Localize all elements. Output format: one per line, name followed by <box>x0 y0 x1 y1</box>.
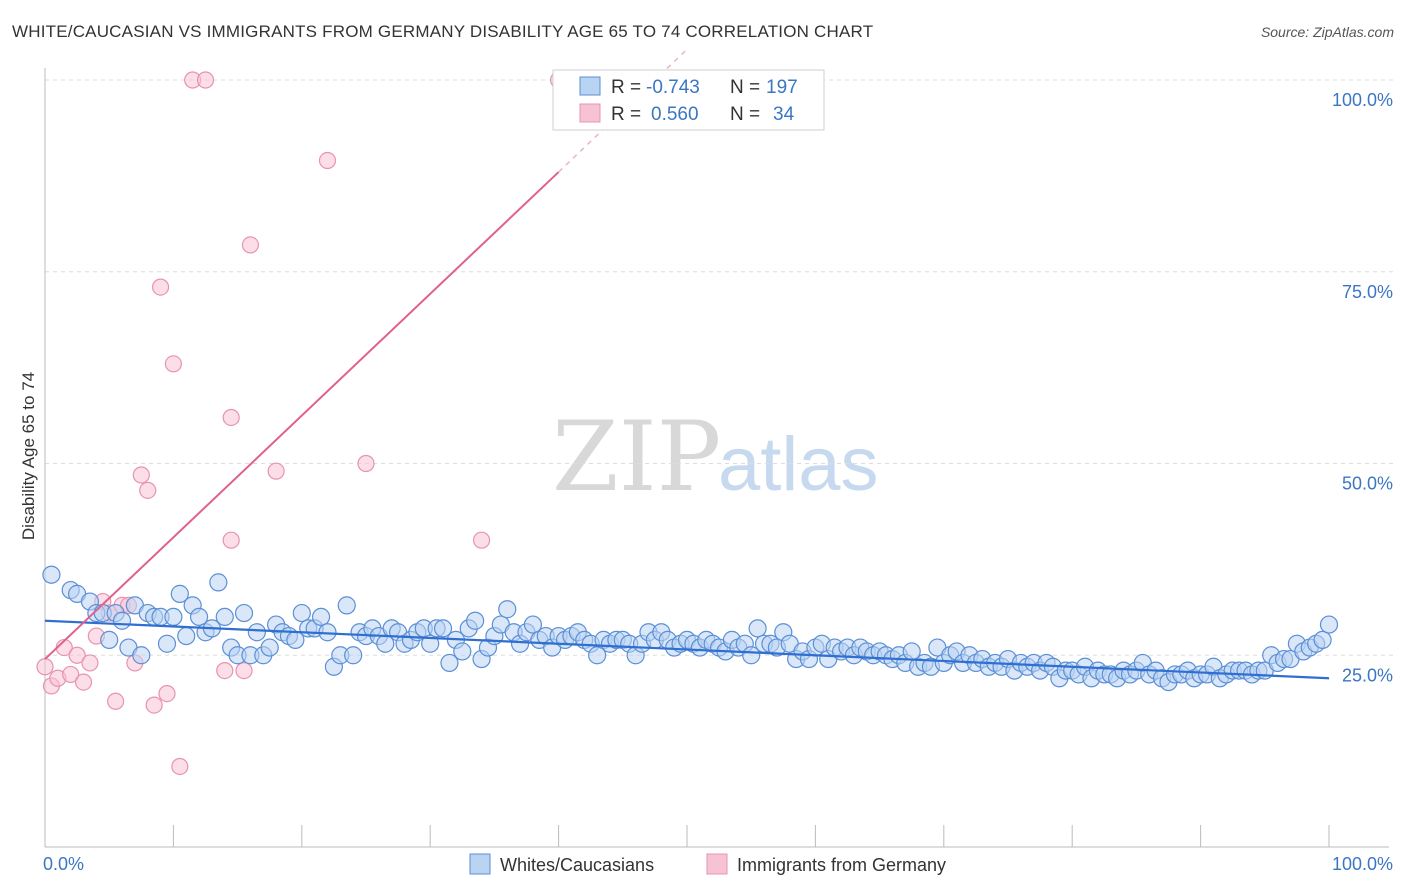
legend-swatch-blue <box>579 76 601 96</box>
pink-point-19 <box>158 684 176 703</box>
pink-point-18 <box>151 278 170 296</box>
pink-point-29 <box>267 462 285 480</box>
source-label: Source: ZipAtlas.com <box>1260 24 1394 40</box>
pink-point-6 <box>74 673 93 691</box>
series-immigrants-points <box>36 71 568 776</box>
legend-n-label-2: N = <box>730 104 760 125</box>
y-tick-label-75: 75.0% <box>1342 282 1393 302</box>
bottom-legend-swatch-pink <box>706 853 728 875</box>
blue-point-17 <box>170 584 189 603</box>
pink-point-7 <box>81 654 99 672</box>
blue-point-36 <box>292 603 311 623</box>
x-tick-label-max: 100.0% <box>1332 854 1393 874</box>
legend-r-value-2: 0.560 <box>651 104 699 125</box>
pink-point-32 <box>472 531 491 549</box>
y-tick-label-100: 100.0% <box>1332 90 1393 110</box>
pink-point-11 <box>107 692 125 710</box>
y-tick-label-50: 50.0% <box>1342 474 1393 494</box>
blue-point-61 <box>453 642 472 661</box>
bottom-legend-label-immigrants: Immigrants from Germany <box>737 855 946 875</box>
blue-point-31 <box>260 638 279 657</box>
chart-title: WHITE/CAUCASIAN VS IMMIGRANTS FROM GERMA… <box>12 22 874 41</box>
blue-point-11 <box>132 646 151 665</box>
blue-point-56 <box>421 634 440 653</box>
pink-point-26 <box>222 531 240 549</box>
blue-point-23 <box>209 573 228 592</box>
trend-line-immigrants <box>44 171 560 660</box>
blue-point-72 <box>523 615 543 634</box>
blue-point-196 <box>1319 615 1339 634</box>
trend-lines <box>44 48 1330 680</box>
legend-swatch-pink <box>579 103 601 123</box>
axes <box>44 68 1389 848</box>
blue-point-29 <box>247 623 266 642</box>
blue-point-39 <box>311 607 331 627</box>
trend-line-whites <box>44 619 1330 680</box>
tick-labels: 25.0% 50.0% 75.0% 100.0% 0.0% 100.0% <box>43 90 1393 874</box>
blue-point-59 <box>440 653 459 673</box>
pink-point-15 <box>132 466 150 484</box>
series-legend: Whites/Caucasians Immigrants from German… <box>469 853 946 875</box>
bottom-legend-swatch-blue <box>469 853 491 875</box>
blue-point-43 <box>337 596 356 615</box>
pink-point-20 <box>164 355 182 373</box>
blue-point-18 <box>177 626 196 646</box>
gridlines <box>45 79 1393 656</box>
correlation-legend: R = -0.743 N = 197 R = 0.560 N = 34 <box>552 69 825 131</box>
blue-point-15 <box>157 634 177 653</box>
blue-point-106 <box>742 646 761 665</box>
legend-r-label-1: R = <box>611 77 641 98</box>
bottom-legend-label-whites: Whites/Caucasians <box>500 855 654 875</box>
blue-point-6 <box>100 630 119 650</box>
blue-point-68 <box>498 600 517 619</box>
blue-point-24 <box>215 607 234 627</box>
blue-point-82 <box>588 646 607 665</box>
pink-point-0 <box>36 658 54 676</box>
y-axis-label: Disability Age 65 to 74 <box>19 372 38 540</box>
pink-point-27 <box>235 661 253 680</box>
blue-point-63 <box>466 611 485 630</box>
blue-point-0 <box>42 565 61 584</box>
pink-point-31 <box>357 454 375 473</box>
x-tick-label-min: 0.0% <box>43 854 84 874</box>
pink-point-25 <box>222 408 240 427</box>
pink-point-21 <box>171 757 189 776</box>
pink-point-30 <box>318 151 337 170</box>
watermark-atlas: atlas <box>718 422 879 507</box>
blue-point-27 <box>234 603 254 623</box>
legend-n-value-1: 197 <box>766 77 798 98</box>
blue-point-20 <box>189 607 209 627</box>
blue-point-8 <box>112 611 132 630</box>
pink-point-28 <box>241 236 260 254</box>
watermark-zip: ZIP <box>552 401 721 513</box>
blue-point-107 <box>748 619 767 638</box>
pink-point-23 <box>196 71 215 89</box>
pink-point-5 <box>68 646 86 664</box>
legend-n-value-2: 34 <box>773 104 795 125</box>
pink-point-24 <box>216 661 234 680</box>
blue-point-44 <box>344 646 363 665</box>
legend-r-label-2: R = <box>611 104 641 125</box>
y-tick-label-25: 25.0% <box>1342 665 1393 685</box>
blue-point-195 <box>1313 630 1332 650</box>
legend-r-value-1: -0.743 <box>646 77 700 98</box>
pink-point-17 <box>145 696 163 714</box>
pink-point-16 <box>139 481 157 499</box>
blue-point-58 <box>433 619 453 638</box>
pink-point-4 <box>62 665 80 684</box>
legend-n-label-1: N = <box>730 77 760 98</box>
blue-point-16 <box>164 607 183 627</box>
